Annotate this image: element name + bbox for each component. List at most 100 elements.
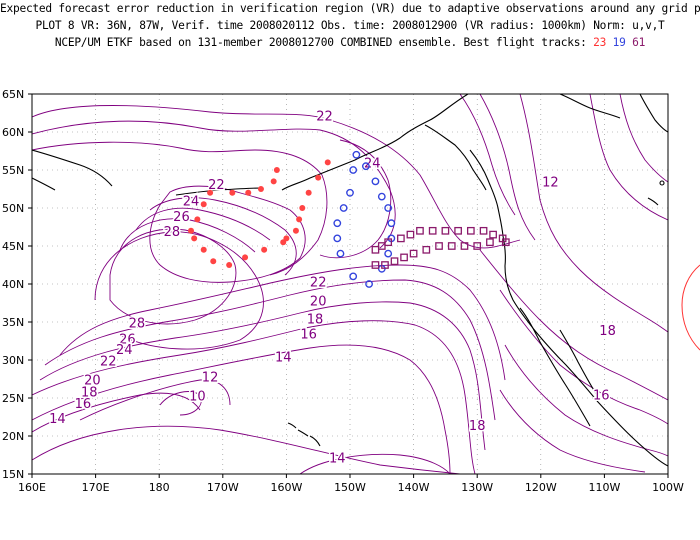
track-purple-point bbox=[381, 261, 389, 269]
title-line-1: Expected forecast error reduction in ver… bbox=[0, 2, 700, 15]
lat-tick-label: 20N bbox=[2, 430, 24, 443]
track-red-point bbox=[280, 239, 287, 246]
island bbox=[659, 180, 665, 186]
track-red-point bbox=[305, 189, 312, 196]
contour-line bbox=[319, 139, 392, 259]
track-purple-point bbox=[473, 242, 482, 250]
coastline-alaska-south bbox=[424, 124, 487, 191]
lon-tick-label: 120W bbox=[525, 481, 557, 494]
track-purple-point bbox=[406, 230, 415, 239]
track-blue-point bbox=[336, 249, 345, 258]
lon-tick-label: 110W bbox=[588, 481, 620, 494]
contour-label: 12 bbox=[202, 370, 219, 385]
contour-line bbox=[299, 453, 451, 474]
lon-tick-label: 100W bbox=[652, 481, 684, 494]
contour-line bbox=[459, 94, 516, 216]
track-red-point bbox=[245, 189, 252, 196]
track-purple-point bbox=[428, 226, 437, 235]
contour-line bbox=[119, 218, 256, 253]
coastline-hudson bbox=[639, 94, 668, 133]
contour-line bbox=[32, 120, 396, 249]
track-blue-point bbox=[371, 177, 380, 186]
track-purple-point bbox=[435, 242, 443, 250]
track-red-point bbox=[292, 227, 299, 234]
lat-tick-label: 35N bbox=[2, 316, 24, 329]
title-block: Expected forecast error reduction in ver… bbox=[0, 0, 700, 80]
coastlines bbox=[32, 94, 668, 467]
track-red-point bbox=[226, 262, 233, 268]
track-red-point bbox=[296, 216, 303, 223]
lat-tick-label: 50N bbox=[2, 202, 24, 215]
track-blue-point bbox=[349, 272, 358, 281]
contour-label: 24 bbox=[183, 195, 200, 210]
track-blue-point bbox=[333, 219, 342, 228]
contour-line bbox=[94, 231, 264, 350]
track-red-point bbox=[257, 186, 264, 192]
track-purple-point bbox=[400, 253, 408, 262]
track-red-point bbox=[207, 189, 214, 196]
contour-line bbox=[59, 264, 506, 381]
contour-line bbox=[504, 344, 668, 457]
contour-label: 26 bbox=[173, 210, 190, 225]
track-purple-point bbox=[422, 245, 431, 254]
contour-label: 16 bbox=[300, 328, 317, 343]
lon-tick-label: 130W bbox=[461, 481, 493, 494]
island bbox=[647, 197, 659, 206]
contour-label: 18 bbox=[469, 419, 486, 434]
contour-label: 22 bbox=[208, 178, 225, 193]
contour-label: 24 bbox=[116, 343, 133, 358]
contour-label: 20 bbox=[310, 294, 327, 309]
track-red-point bbox=[270, 178, 277, 185]
contour-line bbox=[109, 228, 237, 325]
contour-line bbox=[44, 279, 496, 421]
contour-line bbox=[149, 197, 297, 276]
hawaii-island bbox=[287, 422, 297, 429]
track-red-point bbox=[210, 258, 217, 265]
contour-label: 14 bbox=[275, 351, 292, 366]
lat-tick-label: 45N bbox=[2, 240, 24, 253]
track-number-purple: 61 bbox=[632, 36, 646, 49]
contour-labels: 2224222426282220181614282624222018161412… bbox=[48, 108, 618, 468]
track-purple-point bbox=[486, 238, 494, 247]
track-purple-point bbox=[416, 226, 424, 235]
flight-tracks bbox=[188, 150, 510, 288]
contour-label: 22 bbox=[100, 354, 117, 369]
track-purple-point bbox=[447, 242, 456, 250]
contour-line bbox=[32, 320, 476, 474]
contour-line bbox=[32, 425, 461, 474]
contour-label: 28 bbox=[129, 316, 146, 331]
lat-tick-label: 40N bbox=[2, 278, 24, 291]
track-red-point bbox=[191, 235, 198, 242]
track-red-point bbox=[194, 216, 201, 223]
contour-label: 18 bbox=[307, 313, 324, 328]
coastline-baja bbox=[519, 307, 591, 427]
lat-tick-label: 15N bbox=[2, 468, 24, 481]
contour-label: 10 bbox=[189, 389, 206, 404]
track-red-point bbox=[324, 159, 331, 166]
map-frame bbox=[31, 93, 669, 475]
track-red-point bbox=[261, 246, 268, 253]
contour-line bbox=[619, 94, 668, 183]
contour-label: 12 bbox=[542, 176, 559, 191]
contour-line bbox=[479, 249, 668, 401]
contour-line bbox=[39, 301, 486, 451]
track-red-point bbox=[200, 246, 207, 253]
hawaii-island bbox=[297, 429, 309, 437]
hawaii-island bbox=[309, 435, 321, 447]
track-red-point bbox=[273, 167, 280, 173]
lat-tick-label: 60N bbox=[2, 126, 24, 139]
track-blue-point bbox=[349, 166, 358, 174]
contour-label: 22 bbox=[310, 275, 327, 290]
title-line-3-prefix: NCEP/UM ETKF based on 131-member 2008012… bbox=[54, 36, 587, 49]
lon-tick-label: 170W bbox=[207, 481, 239, 494]
contour-label: 18 bbox=[599, 324, 616, 339]
track-blue-point bbox=[339, 204, 348, 212]
contour-line bbox=[32, 344, 451, 474]
track-purple-point bbox=[466, 226, 475, 235]
lat-tick-label: 30N bbox=[2, 354, 24, 367]
contour-line bbox=[32, 105, 521, 249]
contour-line bbox=[135, 207, 271, 241]
contour-label: 16 bbox=[75, 397, 92, 412]
track-purple-point bbox=[397, 234, 405, 243]
contour-line bbox=[32, 392, 201, 433]
